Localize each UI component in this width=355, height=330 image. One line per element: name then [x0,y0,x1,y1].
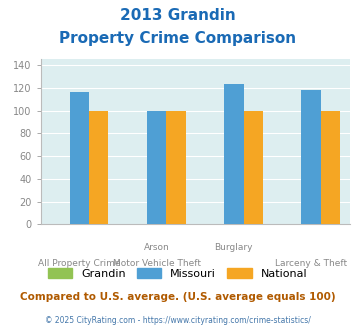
Text: Compared to U.S. average. (U.S. average equals 100): Compared to U.S. average. (U.S. average … [20,292,335,302]
Text: Burglary: Burglary [215,243,253,251]
Text: Motor Vehicle Theft: Motor Vehicle Theft [113,259,201,268]
Bar [166,111,186,224]
Text: All Property Crime: All Property Crime [38,259,121,268]
Bar [321,111,340,224]
Bar [89,111,108,224]
Legend: Grandin, Missouri, National: Grandin, Missouri, National [44,265,311,282]
Text: 2013 Grandin: 2013 Grandin [120,8,235,23]
Text: Arson: Arson [144,243,170,251]
Bar [301,90,321,224]
Bar [147,111,166,224]
Text: Larceny & Theft: Larceny & Theft [275,259,347,268]
Bar [224,84,244,224]
Text: © 2025 CityRating.com - https://www.cityrating.com/crime-statistics/: © 2025 CityRating.com - https://www.city… [45,316,310,325]
Text: Property Crime Comparison: Property Crime Comparison [59,31,296,46]
Bar [70,92,89,224]
Bar [244,111,263,224]
